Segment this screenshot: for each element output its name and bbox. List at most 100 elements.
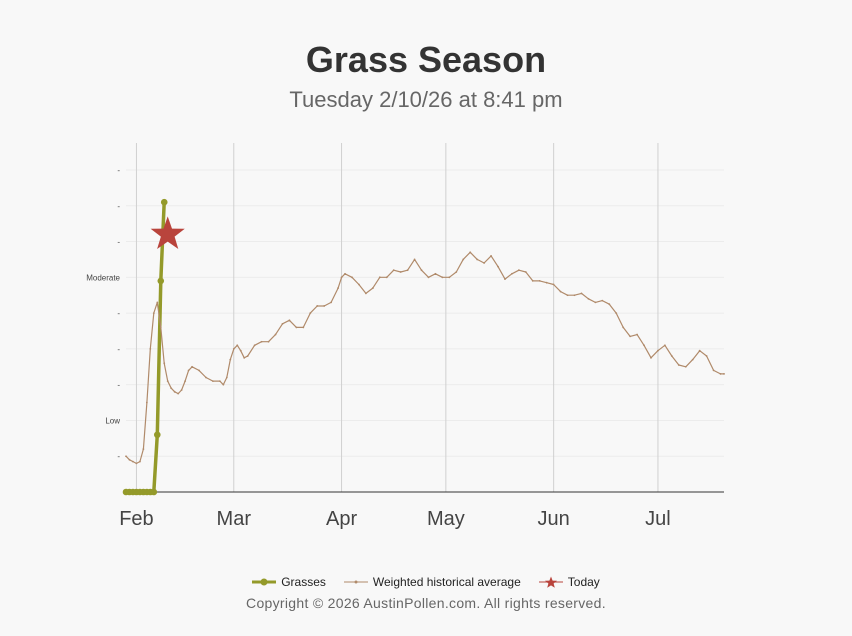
historical-point [524,271,527,273]
copyright-notice: Copyright © 2026 AustinPollen.com. All r… [246,595,606,611]
historical-point [677,364,680,366]
historical-point [149,347,152,350]
historical-point [152,312,155,315]
legend-label-grasses: Grasses [281,575,326,589]
legend-item-today[interactable]: Today [538,575,600,589]
legend-label-historical: Weighted historical average [372,575,521,589]
y-tick-label: - [117,238,120,247]
today-star-marker [150,216,185,249]
historical-point [243,356,246,359]
x-tick-label: May [427,508,465,530]
historical-point [128,458,131,461]
historical-point [330,301,333,304]
historical-point [236,344,239,347]
historical-point [180,389,183,391]
historical-point [139,460,141,463]
historical-point [135,462,138,465]
historical-point [476,258,479,261]
historical-point [159,326,162,329]
historical-point [608,303,611,306]
grasses-point [150,488,158,496]
historical-line [125,251,725,464]
historical-point [670,355,673,357]
historical-point [657,349,659,352]
historical-point [420,269,423,272]
historical-point [170,387,173,390]
historical-point [351,276,353,279]
historical-point [222,383,225,386]
historical-point [385,276,388,279]
star-icon [538,576,563,588]
historical-point [163,362,166,365]
historical-point [267,340,270,343]
y-tick-label: - [117,452,120,461]
historical-point [580,292,583,295]
x-tick-label: Jun [538,508,570,530]
historical-point [504,278,506,281]
historical-point [142,448,145,450]
historical-point [184,380,187,382]
historical-point [205,376,207,379]
y-tick-label: - [117,166,120,175]
y-tick-label: - [117,202,120,211]
historical-point [413,258,416,261]
historical-point [212,380,214,382]
historical-point [643,344,645,347]
historical-point [173,390,176,393]
historical-point [712,369,715,372]
grasses-point [157,277,165,285]
historical-point [281,322,284,325]
y-tick-label: - [117,345,120,354]
grasses-line-icon [252,578,277,586]
series-grasses [122,198,168,496]
x-tick-label: Jul [645,508,671,530]
historical-point [225,376,228,379]
historical-point [545,281,548,284]
historical-point [239,349,242,352]
x-tick-label: Feb [119,508,153,530]
historical-point [166,380,169,382]
historical-point [629,335,632,338]
historical-point [364,292,367,295]
x-tick-label: Apr [326,508,357,530]
historical-point [274,333,277,336]
historical-point [698,349,701,352]
historical-point [531,280,534,282]
historical-point [177,392,180,395]
historical-point [684,365,687,368]
historical-point [497,265,499,268]
historical-point [723,373,725,375]
historical-point [371,287,374,289]
historical-point [469,251,472,254]
historical-point [434,272,437,275]
x-tick-label: Mar [217,508,252,530]
historical-point [705,355,708,357]
historical-point [691,358,694,361]
grasses-point [160,198,168,206]
chart-subtitle: Tuesday 2/10/26 at 8:41 pm [289,87,563,112]
historical-line-icon [343,580,368,584]
legend-item-historical[interactable]: Weighted historical average [343,575,521,589]
historical-point [392,269,395,272]
historical-point [587,297,590,300]
historical-point [191,365,193,368]
legend-item-grasses[interactable]: Grasses [252,575,326,589]
historical-point [288,319,291,322]
historical-point [462,258,465,261]
historical-point [552,283,555,286]
historical-point [538,280,541,282]
historical-point [650,356,652,359]
historical-point [573,294,576,297]
historical-point [594,301,597,304]
historical-point [309,312,312,315]
historical-point [441,276,444,279]
chart-legend: Grasses Weighted historical average Toda… [0,575,852,589]
historical-point [358,283,360,286]
historical-point [229,358,232,361]
historical-point [323,305,326,307]
historical-point [187,369,190,372]
historical-point [246,355,249,357]
historical-point [615,312,618,315]
grass-season-chart: - Low - - - Moderate - - - Feb Mar Apr May Jun Jul [86,143,725,530]
historical-point [566,294,569,297]
